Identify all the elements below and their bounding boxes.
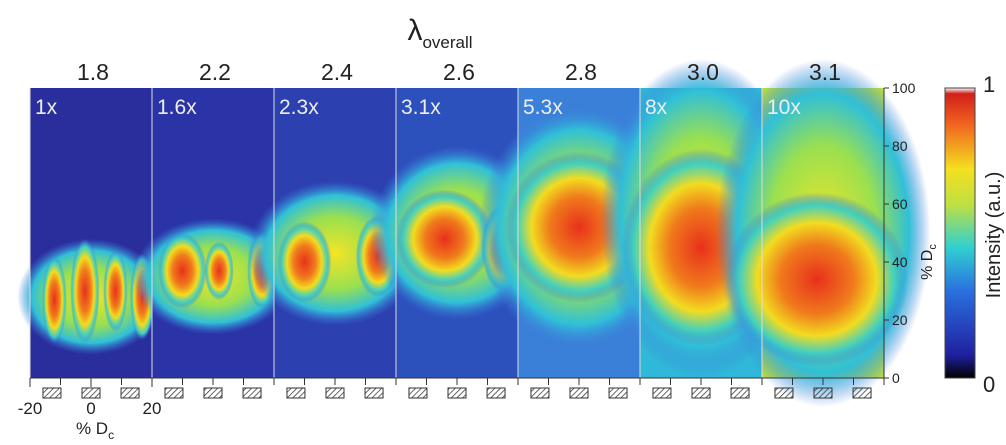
lambda-label: 1.8 [77,59,109,85]
grip-hatch [530,387,550,399]
grip-hatch [242,387,262,399]
magnification-label: 10x [767,96,801,119]
grip-hatch [325,387,345,399]
figure-title: λoverall [407,14,472,52]
y-tick-label: 0 [892,370,900,386]
bottom-axis-label: % Dc [76,419,114,442]
grip-hatch [203,387,223,399]
grip-hatch [42,387,62,399]
magnification-label: 1x [35,96,58,119]
grip-hatch [408,387,428,399]
heatmap-spot [277,221,332,303]
magnification-label: 3.1x [401,96,441,119]
bottom-tick-label: 20 [143,399,162,418]
heatmap-spot [103,250,128,332]
y-tick-label: 40 [892,254,908,270]
grip-hatch [608,387,628,399]
grip-hatch [852,387,872,399]
panels [17,59,931,407]
lambda-label: 3.1 [809,59,841,85]
colorbar-max: 1 [983,72,995,97]
colorbar [944,87,976,379]
y-tick-label: 80 [892,138,908,154]
grip-hatch [486,387,506,399]
y-tick-label: 20 [892,312,908,328]
bottom-tick-label: -20 [18,399,43,418]
grip-hatch [120,387,140,399]
lambda-label: 2.4 [321,59,353,85]
magnification-label: 1.6x [157,96,197,119]
lambda-label: 2.8 [565,59,597,85]
grip-hatch [569,387,589,399]
lambda-label: 2.6 [443,59,475,85]
grip-hatch [447,387,467,399]
magnification-label: 2.3x [279,96,319,119]
heatmap-spot [42,256,67,344]
bottom-tick-label: 0 [86,399,95,418]
y-tick-label: 60 [892,196,908,212]
grip-hatch [364,387,384,399]
colorbar-min: 0 [983,372,995,397]
heatmap-spot [204,241,234,300]
grip-hatch [730,387,750,399]
grip-hatch [691,387,711,399]
magnification-label: 8x [645,96,668,119]
heatmap-spot [70,238,100,344]
colorbar-label: Intensity (a.u.) [983,172,1005,299]
grip-hatch [652,387,672,399]
heatmap-panel [17,88,165,399]
heatmap-spot [158,233,207,309]
heatmap-panel [715,59,931,407]
heatmap-spot [396,189,494,289]
lambda-label: 2.2 [199,59,231,85]
y-tick-label: 100 [892,80,916,96]
grip-hatch [774,387,794,399]
grip-hatch [813,387,833,399]
grip-hatch [164,387,184,399]
right-axis-label: % Dc [919,244,939,280]
magnification-label: 5.3x [523,96,563,119]
grip-hatch [286,387,306,399]
lambda-label: 3.0 [687,59,719,85]
heatmap-spot [725,192,909,367]
grip-hatch [81,387,101,399]
